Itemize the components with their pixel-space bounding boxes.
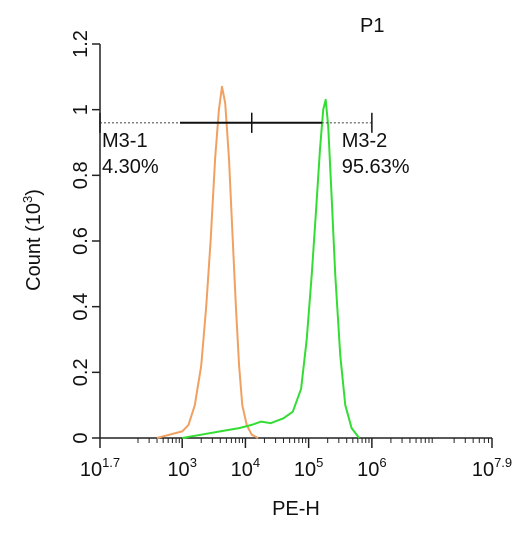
x-tick-label: 104 (231, 455, 260, 481)
x-tick-label: 107.9 (472, 455, 512, 481)
y-tick-label: 0.4 (70, 293, 92, 321)
y-tick-label: 0 (70, 432, 92, 443)
x-tick-label: 105 (294, 455, 323, 481)
x-tick-label: 103 (167, 455, 196, 481)
x-tick-label: 101.7 (80, 455, 120, 481)
x-ticks: 101.7 103 104 105 106 107.9 (80, 438, 512, 481)
y-tick-label: 0.2 (70, 358, 92, 386)
y-tick-label: 1.2 (70, 30, 92, 58)
y-tick-label: 1 (70, 104, 92, 115)
marker-percent: 4.30% (102, 156, 159, 178)
marker-percent: 95.63% (342, 156, 410, 178)
histogram-series-2 (182, 98, 360, 439)
marker-name: M3-2 (342, 130, 388, 152)
y-axis-label: Count (103) (20, 189, 45, 291)
histogram-series-1 (156, 85, 259, 439)
y-tick-label: 0.6 (70, 227, 92, 255)
x-axis-label: PE-H (272, 498, 320, 520)
y-ticks: 0 0.2 0.4 0.6 0.8 1 1.2 (70, 30, 100, 444)
y-tick-label: 0.8 (70, 161, 92, 189)
series-layer (156, 85, 360, 439)
marker-layer: M3-1 4.30% M3-2 95.63% (99, 112, 410, 178)
x-tick-label: 106 (357, 455, 386, 481)
marker-name: M3-1 (102, 130, 148, 152)
chart-title: P1 (360, 15, 384, 37)
